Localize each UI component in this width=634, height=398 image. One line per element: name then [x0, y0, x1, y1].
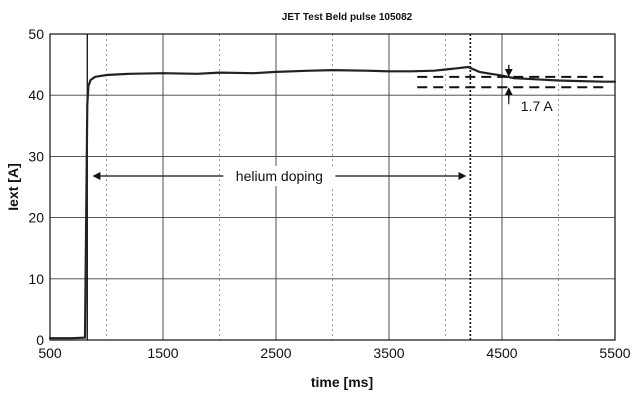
- x-tick-label: 1500: [147, 345, 178, 361]
- plot-frame: [49, 33, 616, 341]
- x-tick-label: 3500: [373, 345, 404, 361]
- delta-label: 1.7 A: [521, 98, 554, 114]
- annotation-layer: helium doping 1.7 A: [92, 64, 604, 186]
- x-tick-label: 4500: [486, 345, 517, 361]
- x-axis-label: time [ms]: [311, 374, 373, 390]
- series-layer: [48, 65, 617, 340]
- y-tick-label: 50: [28, 26, 44, 42]
- x-tick-label: 5500: [599, 345, 630, 361]
- x-tick-label: 500: [38, 345, 62, 361]
- series-line-0: [48, 65, 617, 340]
- helium-doping-label-bg: [223, 165, 336, 186]
- y-axis-label: Iext [A]: [5, 163, 21, 210]
- helium-doping-label: helium doping: [236, 168, 323, 184]
- tick-layer: 500 1500 2500 3500 4500 5500 0 10 20 30 40 50: [28, 26, 630, 361]
- y-tick-label: 10: [28, 271, 44, 287]
- y-tick-label: 40: [28, 87, 44, 103]
- y-tick-label: 0: [36, 332, 44, 348]
- y-tick-label: 20: [28, 210, 44, 226]
- x-tick-label: 2500: [260, 345, 291, 361]
- chart-title: JET Test Beld pulse 105082: [282, 12, 413, 23]
- y-tick-label: 30: [28, 148, 44, 164]
- grid-layer: [50, 34, 615, 340]
